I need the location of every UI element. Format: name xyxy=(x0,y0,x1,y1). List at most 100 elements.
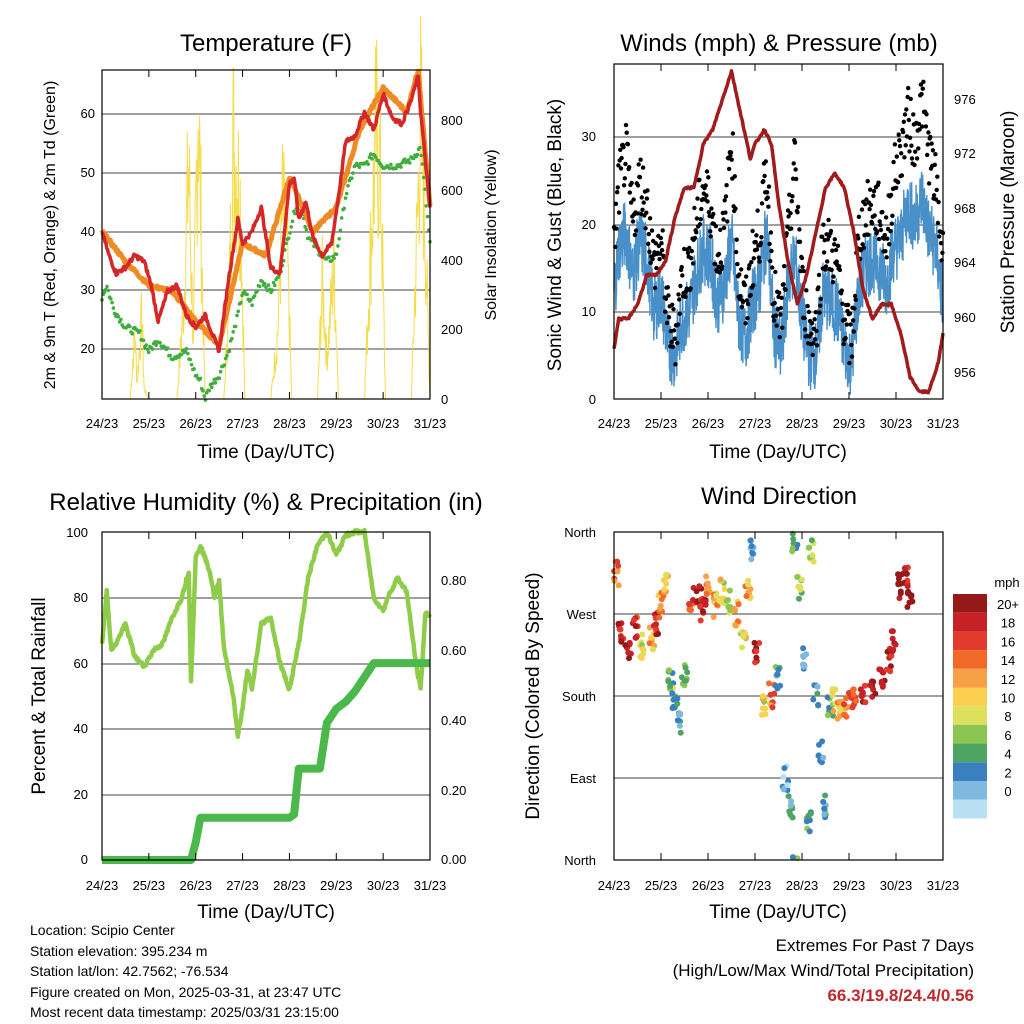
direction-point xyxy=(803,818,810,825)
direction-point xyxy=(630,617,637,624)
tick-label: 50 xyxy=(81,165,95,180)
gust-point xyxy=(896,132,901,137)
direction-point xyxy=(810,558,817,565)
gust-point xyxy=(851,318,856,323)
direction-point xyxy=(850,691,857,698)
dewpoint-point xyxy=(218,369,223,374)
direction-point xyxy=(841,701,847,708)
dewpoint-point xyxy=(329,259,334,263)
direction-point xyxy=(775,666,782,673)
gust-point xyxy=(916,121,922,127)
gust-point xyxy=(880,209,885,215)
gust-point xyxy=(875,229,880,234)
direction-point xyxy=(681,677,688,684)
solar-line xyxy=(102,15,431,400)
gust-point xyxy=(646,231,651,237)
tick-label: 976 xyxy=(954,92,976,107)
direction-point xyxy=(789,548,796,555)
gust-point xyxy=(885,236,890,241)
direction-point xyxy=(663,571,669,578)
dewpoint-point xyxy=(293,211,297,216)
tick-label: 960 xyxy=(954,310,976,325)
dewpoint-point xyxy=(289,225,294,229)
gust-point xyxy=(810,352,815,358)
tick-label: 80 xyxy=(74,590,88,605)
gust-point xyxy=(616,210,622,215)
winds-x-ticks: 24/23 25/23 26/23 27/23 28/23 29/23 30/23 31/23 xyxy=(598,64,960,431)
gust-point xyxy=(732,174,737,179)
gust-point xyxy=(859,207,865,212)
tick-label: 400 xyxy=(441,253,463,268)
gust-point xyxy=(863,201,868,207)
gust-point xyxy=(618,147,623,152)
dewpoint-point xyxy=(374,155,378,159)
gust-point xyxy=(680,273,685,278)
gust-point xyxy=(864,197,869,202)
gust-point xyxy=(834,259,839,264)
gust-point xyxy=(695,196,700,201)
direction-point xyxy=(688,607,694,614)
gust-point xyxy=(694,230,699,235)
direction-point xyxy=(796,595,802,602)
gust-point xyxy=(621,183,627,188)
dewpoint-point xyxy=(222,363,227,367)
gust-point xyxy=(913,149,918,154)
gust-point xyxy=(895,180,901,185)
tick-label: 100 xyxy=(66,525,88,540)
gust-point xyxy=(645,188,650,193)
gust-point xyxy=(692,205,697,211)
direction-point xyxy=(809,552,816,559)
direction-point xyxy=(895,571,901,578)
gust-point xyxy=(723,210,728,215)
gust-point xyxy=(709,206,714,211)
direction-point xyxy=(652,625,659,632)
gust-point xyxy=(735,261,740,267)
dewpoint-point xyxy=(337,237,342,241)
direction-point xyxy=(821,811,828,818)
dewpoint-point xyxy=(366,162,371,166)
gust-point xyxy=(804,288,809,293)
gust-point xyxy=(644,210,649,215)
x-tick-label: 29/23 xyxy=(833,416,866,431)
gust-point xyxy=(894,154,899,159)
direction-point xyxy=(615,582,622,589)
legend-swatch xyxy=(953,743,987,763)
direction-point xyxy=(743,593,750,600)
gust-point xyxy=(907,149,912,154)
gust-point xyxy=(844,322,849,327)
dewpoint-point xyxy=(158,340,162,345)
tick-label: 0.40 xyxy=(441,713,466,728)
gust-point xyxy=(877,219,882,224)
direction-point xyxy=(666,667,672,674)
gust-point xyxy=(685,250,691,256)
dewpoint-point xyxy=(336,244,340,248)
x-tick-label: 26/23 xyxy=(179,878,212,893)
humidity-ylabel-left: Percent & Total Rainfall xyxy=(29,597,50,794)
dewpoint-point xyxy=(424,204,429,208)
direction-point xyxy=(622,642,629,649)
direction-point xyxy=(807,810,814,817)
rh-series xyxy=(99,527,432,739)
direction-point xyxy=(787,802,794,809)
dewpoint-point xyxy=(239,300,243,305)
x-tick-label: 31/23 xyxy=(927,416,960,431)
gust-point xyxy=(755,208,760,213)
dewpoint-point xyxy=(249,298,253,302)
gust-point xyxy=(926,130,931,135)
gust-point xyxy=(890,213,895,218)
tick-label: 200 xyxy=(441,322,463,337)
direction-point xyxy=(661,586,668,593)
gust-point xyxy=(733,206,738,211)
gust-point xyxy=(848,322,853,327)
winds-frame xyxy=(613,63,944,400)
gust-point xyxy=(663,309,668,314)
gust-point xyxy=(699,206,704,212)
gust-point xyxy=(708,234,713,239)
direction-point xyxy=(829,689,836,696)
x-tick-label: 28/23 xyxy=(786,416,819,431)
dewpoint-point xyxy=(202,394,206,398)
gust-point xyxy=(892,142,898,147)
gust-point xyxy=(738,293,743,299)
gust-point xyxy=(729,157,734,162)
gust-point xyxy=(663,296,669,301)
